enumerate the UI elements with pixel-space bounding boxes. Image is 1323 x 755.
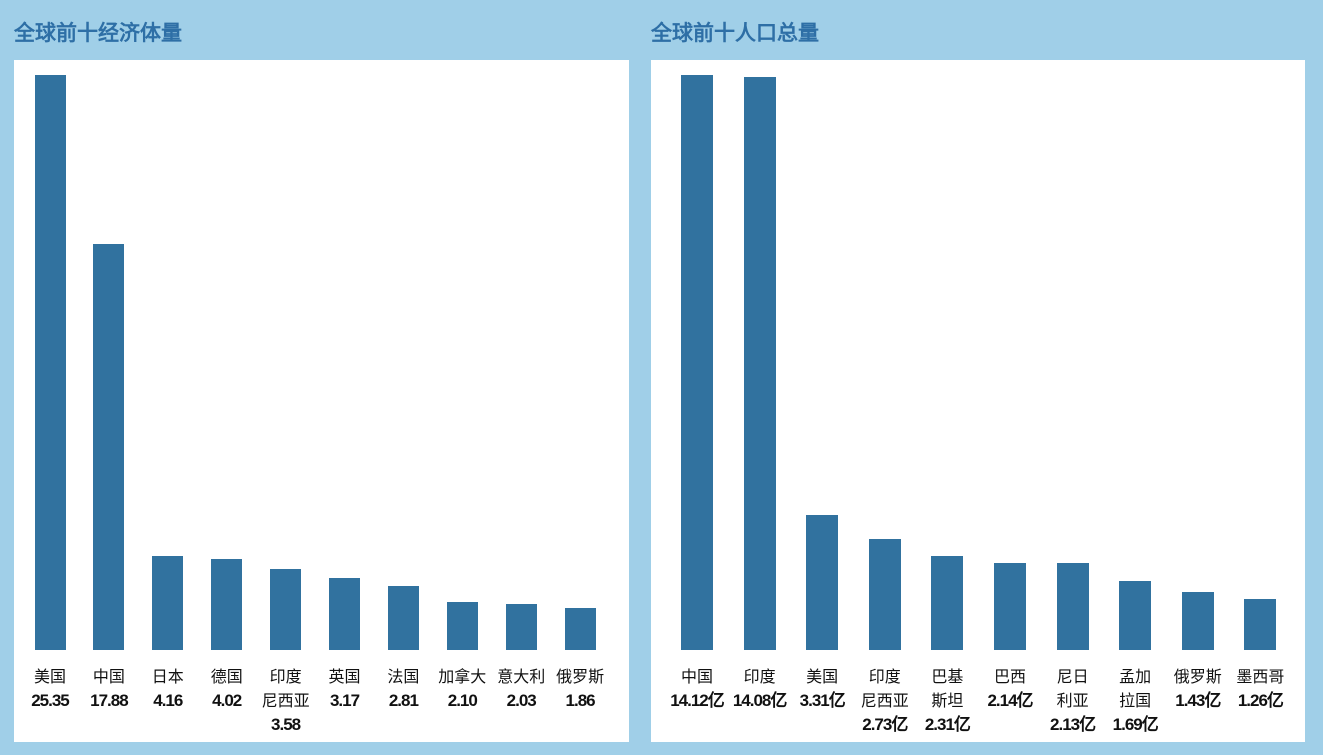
category-label: 俄罗斯 — [1173, 667, 1222, 686]
bar-label: 尼日 利亚 2.13亿 — [1041, 665, 1104, 737]
bar — [743, 76, 776, 650]
category-label: 意大利 — [497, 667, 546, 686]
chart-title: 全球前十人口总量 — [651, 21, 819, 45]
bar — [994, 562, 1026, 650]
value-label: 3.17 — [329, 691, 360, 710]
category-label: 俄罗斯 — [556, 667, 605, 686]
bar-label: 俄罗斯 1.86 — [551, 665, 610, 713]
value-label: 1.69亿 — [1112, 715, 1159, 734]
bar — [211, 558, 243, 650]
category-label: 印度 尼西亚 — [261, 667, 310, 710]
bar-label: 加拿大 2.10 — [433, 665, 492, 713]
bar — [1056, 563, 1089, 650]
category-label: 美国 — [33, 667, 66, 686]
value-label: 25.35 — [31, 691, 70, 710]
category-label: 日本 — [151, 667, 184, 686]
value-label: 4.02 — [212, 691, 242, 710]
value-label: 2.13亿 — [1050, 715, 1096, 734]
bar-label: 美国 25.35 — [21, 665, 80, 713]
value-label: 2.03 — [506, 691, 537, 710]
category-label: 孟加 拉国 — [1119, 667, 1152, 710]
bar-label: 巴基 斯坦 2.31亿 — [916, 665, 979, 737]
category-label: 美国 — [806, 667, 839, 686]
category-label: 英国 — [328, 667, 361, 686]
bar-label: 意大利 2.03 — [492, 665, 551, 713]
category-label: 法国 — [387, 667, 420, 686]
value-label: 2.73亿 — [862, 715, 908, 734]
bar — [681, 75, 713, 650]
bar — [446, 602, 478, 650]
category-label: 印度 尼西亚 — [860, 667, 909, 710]
bar-label: 中国 14.12亿 — [666, 665, 729, 713]
bar — [806, 515, 839, 650]
category-label: 墨西哥 — [1236, 667, 1285, 686]
bar — [329, 578, 360, 650]
category-label: 印度 — [743, 667, 776, 686]
bar-label: 巴西 2.14亿 — [979, 665, 1042, 713]
category-label: 加拿大 — [438, 667, 487, 686]
bar-label: 法国 2.81 — [374, 665, 433, 713]
category-label: 中国 — [680, 667, 713, 686]
value-label: 3.31亿 — [799, 691, 846, 710]
value-label: 1.43亿 — [1175, 691, 1221, 710]
bar — [1181, 591, 1214, 650]
bar — [931, 555, 964, 650]
bar-label: 英国 3.17 — [315, 665, 374, 713]
bar — [270, 568, 302, 650]
bar — [34, 75, 66, 650]
chart-title: 全球前十经济体量 — [14, 21, 182, 45]
bar — [152, 555, 184, 650]
category-label: 德国 — [210, 667, 243, 686]
bar-label: 印度 尼西亚 3.58 — [256, 665, 315, 737]
bar-label: 俄罗斯 1.43亿 — [1167, 665, 1230, 713]
bar-label: 日本 4.16 — [138, 665, 197, 713]
bar — [93, 244, 125, 650]
bar-label: 印度 14.08亿 — [728, 665, 791, 713]
bar — [1244, 598, 1277, 650]
value-label: 14.12亿 — [670, 691, 725, 710]
value-label: 2.10 — [447, 691, 478, 710]
category-label: 巴西 — [993, 667, 1026, 686]
value-label: 17.88 — [90, 691, 129, 710]
value-label: 1.26亿 — [1237, 691, 1284, 710]
bar-label: 中国 17.88 — [79, 665, 138, 713]
bar-label: 墨西哥 1.26亿 — [1229, 665, 1292, 713]
bar — [387, 586, 419, 650]
bar-label: 德国 4.02 — [197, 665, 256, 713]
bar-label: 印度 尼西亚 2.73亿 — [854, 665, 917, 737]
value-label: 1.86 — [565, 691, 596, 710]
bar — [505, 603, 537, 650]
bar — [1119, 581, 1152, 650]
bar — [564, 607, 596, 650]
bar-label: 孟加 拉国 1.69亿 — [1104, 665, 1167, 737]
category-label: 中国 — [92, 667, 125, 686]
chart-panel: 中国 14.12亿 印度 14.08亿 美国 3.31亿 印度 尼西亚 2.73亿 巴基 斯坦 2… — [651, 60, 1305, 742]
bar-label: 美国 3.31亿 — [791, 665, 854, 713]
value-label: 4.16 — [153, 691, 183, 710]
category-label: 巴基 斯坦 — [931, 667, 964, 710]
value-label: 2.14亿 — [987, 691, 1033, 710]
chart-panel: 美国 25.35 中国 17.88 日本 4.16 德国 4.02 印度 尼西亚 3.58 英国 3.… — [14, 60, 629, 742]
value-label: 3.58 — [271, 715, 301, 734]
category-label: 尼日 利亚 — [1056, 667, 1089, 710]
value-label: 2.31亿 — [924, 715, 971, 734]
value-label: 2.81 — [388, 691, 419, 710]
bar — [868, 538, 901, 650]
value-label: 14.08亿 — [732, 691, 788, 710]
